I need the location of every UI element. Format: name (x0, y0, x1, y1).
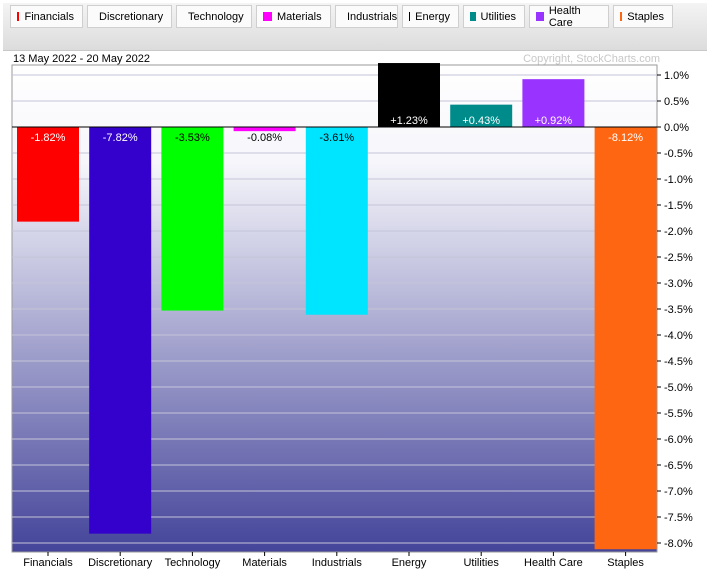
legend-label: Financials (24, 10, 74, 23)
legend-item-materials[interactable]: Materials (256, 5, 331, 28)
x-tick-label: Utilities (463, 557, 499, 569)
bar-staples (594, 127, 657, 550)
x-tick-label: Staples (607, 557, 644, 569)
y-tick-label: -1.5% (664, 200, 693, 212)
copyright: Copyright, StockCharts.com (523, 53, 660, 65)
data-label: +0.92% (535, 115, 573, 127)
y-tick-label: -1.0% (664, 174, 693, 186)
y-tick-label: 0.5% (664, 96, 689, 108)
legend-label: Staples (627, 10, 664, 23)
bar-health-care (522, 79, 585, 127)
legend-label: Technology (188, 10, 244, 23)
bar-technology (161, 127, 224, 311)
y-tick-label: -7.0% (664, 486, 693, 498)
data-label: -3.53% (175, 132, 210, 144)
legend-item-industrials[interactable]: Industrials (335, 5, 398, 28)
bar-financials (17, 127, 79, 222)
x-tick-label: Financials (23, 557, 73, 569)
legend-item-utilities[interactable]: Utilities (463, 5, 525, 28)
bar-discretionary (89, 127, 152, 534)
bar-materials (233, 127, 296, 132)
y-tick-label: -4.5% (664, 356, 693, 368)
x-tick-label: Technology (165, 557, 221, 569)
legend-item-technology[interactable]: Technology (176, 5, 252, 28)
legend-label: Discretionary (99, 10, 164, 23)
y-tick-label: -3.5% (664, 304, 693, 316)
x-tick-label: Materials (242, 557, 287, 569)
legend-item-energy[interactable]: Energy (402, 5, 459, 28)
legend-swatch (17, 12, 20, 21)
legend-swatch (263, 12, 272, 21)
y-tick-label: -7.5% (664, 512, 693, 524)
data-label: +0.43% (462, 115, 500, 127)
y-tick-label: -8.0% (664, 538, 693, 550)
y-tick-label: -6.0% (664, 434, 693, 446)
legend-item-health-care[interactable]: Health Care (529, 4, 609, 29)
bar-energy (378, 63, 440, 127)
y-tick-label: -3.0% (664, 278, 693, 290)
data-label: +1.23% (390, 115, 428, 127)
legend-label: Industrials (347, 10, 398, 23)
x-tick-label: Industrials (312, 557, 363, 569)
y-tick-label: -5.5% (664, 408, 693, 420)
data-label: -7.82% (103, 132, 138, 144)
x-tick-label: Discretionary (88, 557, 153, 569)
x-tick-label: Energy (392, 557, 427, 569)
legend-item-financials[interactable]: Financials (10, 5, 83, 28)
legend-swatch (536, 12, 544, 21)
legend-label: Energy (415, 10, 450, 23)
x-tick-label: Health Care (524, 557, 583, 569)
y-tick-label: -6.5% (664, 460, 693, 472)
data-label: -0.08% (247, 132, 282, 144)
y-tick-label: -2.5% (664, 252, 693, 264)
legend-item-discretionary[interactable]: Discretionary (87, 5, 172, 28)
legend-bar: Financials Discretionary Technology Materia… (3, 3, 707, 51)
y-tick-label: -2.0% (664, 226, 693, 238)
y-tick-label: -4.0% (664, 330, 693, 342)
legend-label: Materials (277, 10, 322, 23)
data-label: -3.61% (319, 132, 354, 144)
data-label: -8.12% (608, 132, 643, 144)
date-range: 13 May 2022 - 20 May 2022 (13, 53, 150, 65)
legend-swatch (620, 12, 623, 21)
data-label: -1.82% (31, 132, 66, 144)
bar-industrials (305, 127, 368, 315)
y-tick-label: 0.0% (664, 122, 689, 134)
y-tick-label: 1.0% (664, 70, 689, 82)
legend-swatch (470, 12, 476, 21)
legend-swatch (409, 12, 411, 21)
legend-item-staples[interactable]: Staples (613, 5, 673, 28)
y-tick-label: -5.0% (664, 382, 693, 394)
legend-label: Utilities (480, 10, 516, 23)
legend-label: Health Care (548, 4, 581, 29)
bar-utilities (450, 104, 513, 127)
y-tick-label: -0.5% (664, 148, 693, 160)
